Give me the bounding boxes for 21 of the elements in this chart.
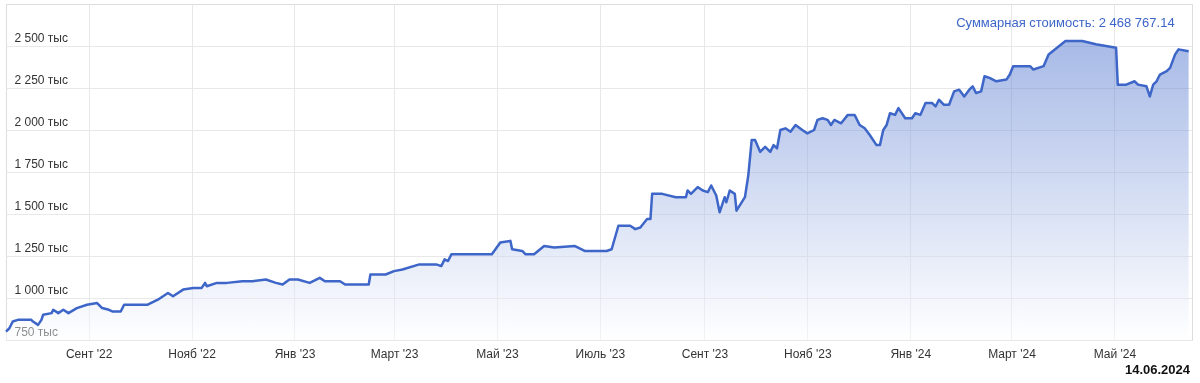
y-tick-label: 1 000 тыс: [14, 282, 68, 297]
annotation: Суммарная стоимость: 2 468 767.14: [956, 15, 1175, 31]
x-tick-label: Янв '24: [890, 346, 932, 361]
x-tick-label: Нояб '23: [784, 346, 833, 361]
x-tick-label: Янв '23: [274, 346, 316, 361]
x-tick-label: Сент '23: [681, 346, 729, 361]
x-tick-label: Март '23: [370, 346, 419, 361]
y-tick-label: 2 250 тыс: [14, 72, 68, 87]
y-tick-label: 750 тыс: [14, 324, 58, 339]
x-tick-label: Июль '23: [575, 346, 626, 361]
y-tick-label: 1 500 тыс: [14, 198, 68, 213]
x-tick-label: Сент '22: [65, 346, 113, 361]
x-tick-label: Март '24: [988, 346, 1037, 361]
y-tick-label: 1 250 тыс: [14, 240, 68, 255]
x-tick-label: Май '24: [1093, 346, 1137, 361]
x-tick-label: Май '23: [476, 346, 519, 361]
y-tick-label: 2 500 тыс: [14, 30, 68, 45]
y-tick-label: 2 000 тыс: [14, 114, 68, 129]
x-tick-label: Нояб '22: [168, 346, 217, 361]
y-tick-label: 1 750 тыс: [14, 156, 68, 171]
text: 14.06.2024: [1124, 362, 1191, 377]
